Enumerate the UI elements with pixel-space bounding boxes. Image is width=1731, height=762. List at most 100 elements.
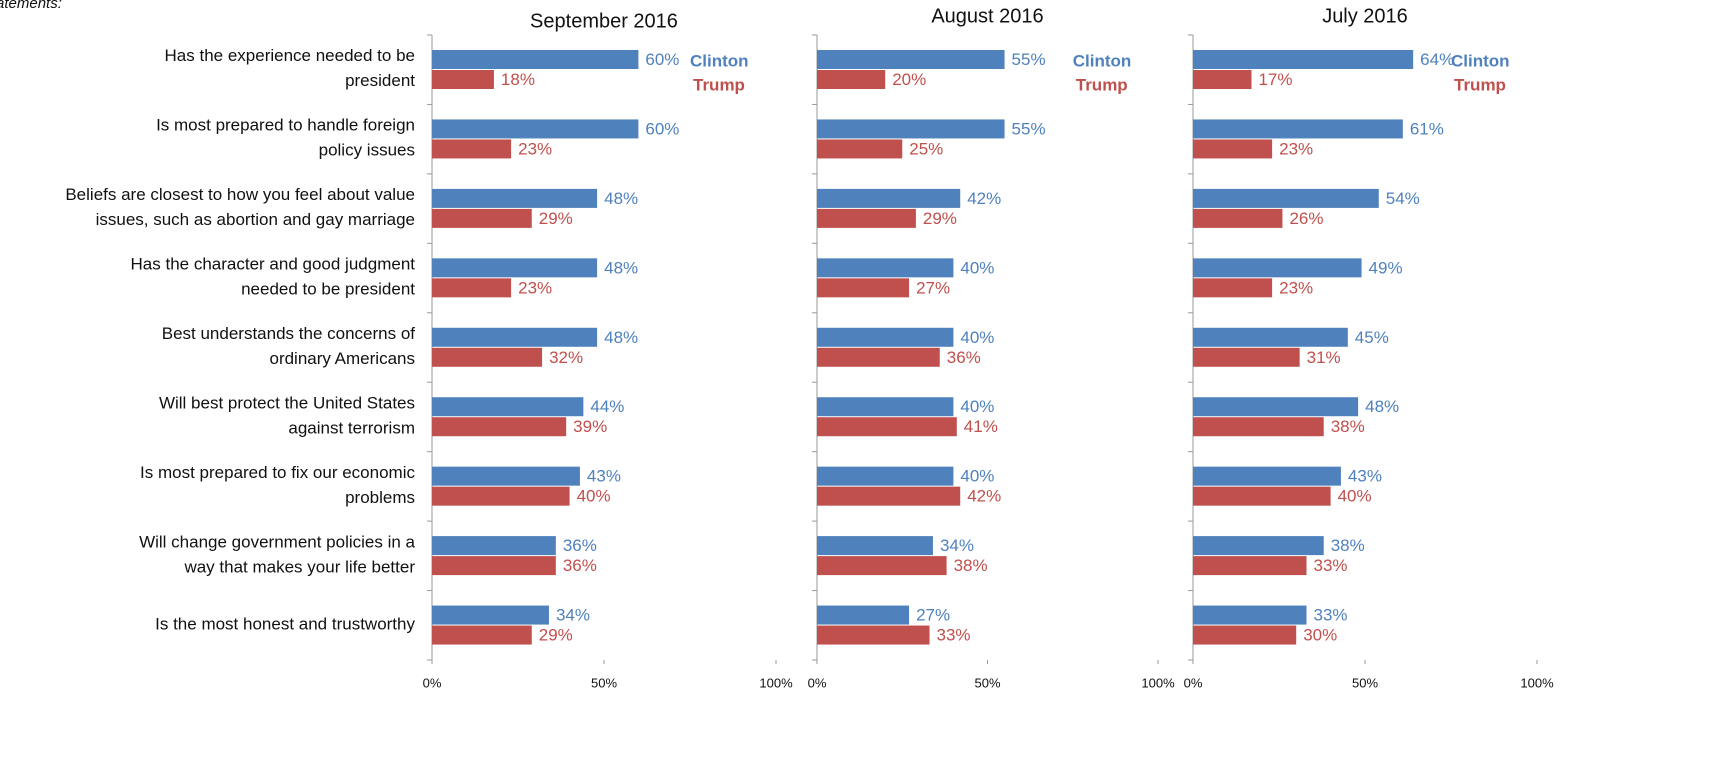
x-tick-label: 100% xyxy=(1520,675,1554,690)
value-label: 40% xyxy=(960,328,994,347)
x-tick-label: 0% xyxy=(1184,675,1203,690)
bar xyxy=(1193,139,1273,159)
legend-label: Trump xyxy=(1454,75,1506,94)
value-label: 48% xyxy=(604,328,638,347)
bar xyxy=(432,625,532,645)
bar xyxy=(817,119,1005,139)
category-label: Best understands the concerns of ordinary… xyxy=(162,324,416,368)
category-label: Is most prepared to handle foreign policy… xyxy=(156,116,415,160)
bar xyxy=(817,397,954,417)
value-label: 32% xyxy=(549,348,583,367)
category-label-line: way that makes your life better xyxy=(183,558,415,577)
value-label: 42% xyxy=(967,487,1001,506)
bar xyxy=(1193,605,1307,625)
category-label-line: needed to be president xyxy=(241,280,415,299)
value-label: 39% xyxy=(573,417,607,436)
legend-label: Trump xyxy=(1076,75,1128,94)
category-label-line: problems xyxy=(345,488,415,507)
value-label: 60% xyxy=(645,119,679,138)
bar xyxy=(817,278,910,298)
caption: atements: xyxy=(0,0,62,12)
value-label: 44% xyxy=(590,397,624,416)
bar xyxy=(817,625,930,645)
bar xyxy=(817,258,954,278)
bar xyxy=(1193,556,1307,576)
bar xyxy=(1193,397,1359,417)
legend-label: Trump xyxy=(693,75,745,94)
chart-title: August 2016 xyxy=(931,5,1043,27)
value-label: 49% xyxy=(1369,258,1403,277)
category-label-line: Is most prepared to handle foreign xyxy=(156,116,415,135)
bar xyxy=(1193,208,1283,228)
value-label: 18% xyxy=(501,70,535,89)
value-label: 27% xyxy=(916,606,950,625)
bar xyxy=(817,208,916,228)
category-label: Has the character and good judgment neede… xyxy=(131,255,416,299)
chart-title: July 2016 xyxy=(1322,5,1408,27)
value-label: 40% xyxy=(577,487,611,506)
bar xyxy=(432,327,598,347)
bar xyxy=(1193,327,1348,347)
category-label-line: Has the experience needed to be xyxy=(165,47,415,66)
bar xyxy=(432,70,494,89)
category-label-line: Is the most honest and trustworthy xyxy=(155,615,415,634)
legend-label: Clinton xyxy=(1451,51,1510,70)
bar xyxy=(432,347,543,367)
value-label: 34% xyxy=(556,606,590,625)
value-label: 38% xyxy=(954,556,988,575)
bar xyxy=(817,556,947,576)
bar xyxy=(1193,70,1252,89)
value-label: 48% xyxy=(604,258,638,277)
value-label: 61% xyxy=(1410,119,1444,138)
value-label: 25% xyxy=(909,139,943,158)
value-label: 64% xyxy=(1420,50,1454,69)
value-label: 33% xyxy=(1314,556,1348,575)
category-label-line: Will change government policies in a xyxy=(139,533,415,552)
bar xyxy=(432,486,570,506)
category-label: Will best protect the United States again… xyxy=(159,394,415,438)
bar xyxy=(1193,188,1379,208)
value-label: 43% xyxy=(587,467,621,486)
value-label: 40% xyxy=(960,467,994,486)
x-tick-label: 0% xyxy=(808,675,827,690)
category-label-line: president xyxy=(345,72,415,91)
bar xyxy=(817,70,886,89)
value-label: 36% xyxy=(947,348,981,367)
category-label-line: Has the character and good judgment xyxy=(131,255,416,274)
value-label: 34% xyxy=(940,536,974,555)
bar xyxy=(817,417,957,437)
bar xyxy=(432,536,556,556)
value-label: 45% xyxy=(1355,328,1389,347)
bar xyxy=(432,208,532,228)
category-label: Will change government policies in a way … xyxy=(139,533,415,577)
x-tick-label: 100% xyxy=(1141,675,1175,690)
value-label: 23% xyxy=(1279,139,1313,158)
category-label: Is the most honest and trustworthy xyxy=(155,615,415,634)
value-label: 48% xyxy=(1365,397,1399,416)
category-label-line: Beliefs are closest to how you feel abou… xyxy=(65,186,415,205)
bar xyxy=(432,278,512,298)
value-label: 40% xyxy=(1338,487,1372,506)
chart-title: September 2016 xyxy=(530,10,678,32)
value-label: 43% xyxy=(1348,467,1382,486)
value-label: 29% xyxy=(539,209,573,228)
bar xyxy=(1193,625,1297,645)
bar xyxy=(817,327,954,347)
bar xyxy=(817,347,940,367)
value-label: 17% xyxy=(1258,70,1292,89)
value-label: 40% xyxy=(960,397,994,416)
bar xyxy=(1193,50,1414,69)
bar xyxy=(817,50,1005,69)
bar xyxy=(817,188,961,208)
value-label: 29% xyxy=(923,209,957,228)
bar xyxy=(1193,119,1403,139)
category-label-line: issues, such as abortion and gay marriag… xyxy=(96,211,415,230)
value-label: 33% xyxy=(1314,606,1348,625)
value-label: 30% xyxy=(1303,626,1337,645)
value-label: 23% xyxy=(1279,278,1313,297)
value-label: 55% xyxy=(1012,50,1046,69)
value-label: 42% xyxy=(967,189,1001,208)
bar xyxy=(817,536,933,556)
x-tick-label: 0% xyxy=(423,675,442,690)
